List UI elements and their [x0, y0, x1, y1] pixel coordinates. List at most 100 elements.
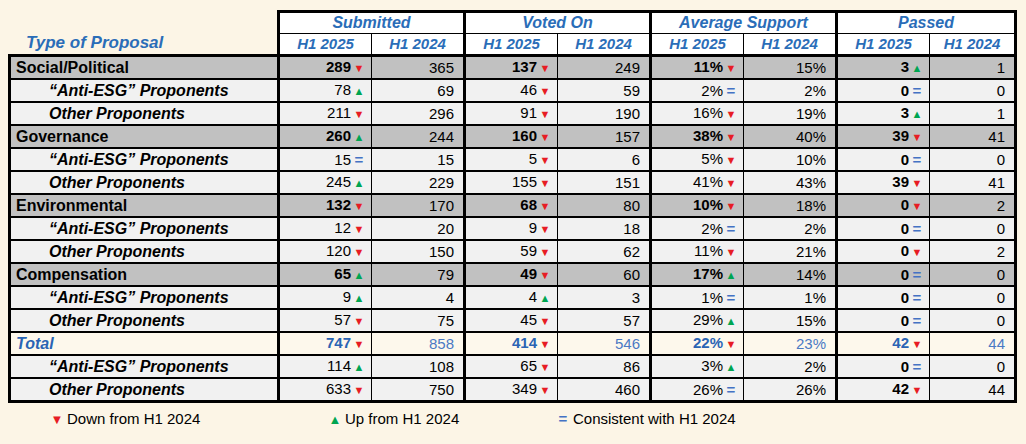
- subcol-passed-h1-2025: H1 2025: [837, 34, 930, 56]
- cell-value: 79: [437, 266, 454, 283]
- cell-value: 2%: [701, 220, 723, 237]
- legend-label: Down from H1 2024: [67, 410, 200, 427]
- cell-value: 414: [512, 334, 537, 351]
- corner-cell: [10, 12, 279, 34]
- cell-avg-support-h1-2024: 26%: [744, 378, 837, 402]
- cell-submitted-h1-2024: 108: [372, 355, 465, 378]
- cell-value: 2%: [701, 82, 723, 99]
- cell-avg-support-h1-2025: 10%▼: [651, 194, 744, 217]
- row-label: Total: [10, 332, 279, 355]
- cell-value: 0: [901, 266, 909, 283]
- down-arrow-icon: ▼: [47, 412, 67, 427]
- table-row: Social/Political289▼365137▼24911%▼15%3▲1: [10, 56, 1016, 80]
- cell-value: 42: [892, 334, 909, 351]
- cell-value: 4: [446, 289, 454, 306]
- cell-submitted-h1-2024: 69: [372, 79, 465, 102]
- cell-voted-on-h1-2025: 65▼: [465, 355, 558, 378]
- cell-avg-support-h1-2024: 2%: [744, 217, 837, 240]
- table-row: Compensation65▲7949▼6017%▲14%0=0: [10, 263, 1016, 286]
- cell-passed-h1-2024: 1: [930, 56, 1016, 80]
- down-arrow-icon: ▼: [351, 196, 367, 216]
- page: Type of Proposal Submitted Voted On Aver…: [0, 0, 1026, 444]
- down-arrow-icon: ▼: [723, 196, 739, 216]
- subcol-voted-on-h1-2025: H1 2025: [465, 34, 558, 56]
- table-row: “Anti-ESG” Proponents15=155▼65%▼10%0=0: [10, 148, 1016, 171]
- down-arrow-icon: ▼: [537, 150, 553, 170]
- down-arrow-icon: ▼: [351, 104, 367, 124]
- legend-item-down: ▼Down from H1 2024: [47, 410, 200, 427]
- cell-value: 0: [997, 358, 1005, 375]
- cell-avg-support-h1-2024: 18%: [744, 194, 837, 217]
- legend-label: Consistent with H1 2024: [573, 410, 736, 427]
- cell-avg-support-h1-2025: 2%=: [651, 79, 744, 102]
- cell-value: 1: [997, 105, 1005, 122]
- cell-value: 29%: [693, 311, 723, 328]
- cell-submitted-h1-2024: 15: [372, 148, 465, 171]
- down-arrow-icon: ▼: [351, 242, 367, 262]
- cell-submitted-h1-2024: 296: [372, 102, 465, 125]
- cell-submitted-h1-2024: 229: [372, 171, 465, 194]
- cell-passed-h1-2024: 0: [930, 309, 1016, 332]
- cell-submitted-h1-2025: 211▼: [279, 102, 372, 125]
- cell-avg-support-h1-2024: 14%: [744, 263, 837, 286]
- row-label: Other Proponents: [10, 240, 279, 263]
- equals-icon: =: [909, 311, 925, 331]
- down-arrow-icon: ▼: [351, 380, 367, 400]
- cell-avg-support-h1-2024: 1%: [744, 286, 837, 309]
- cell-value: 17%: [693, 265, 723, 282]
- up-arrow-icon: ▲: [909, 58, 925, 78]
- cell-value: 108: [429, 358, 454, 375]
- up-arrow-icon: ▲: [537, 288, 553, 308]
- legend-label: Up from H1 2024: [345, 410, 459, 427]
- cell-submitted-h1-2025: 57▼: [279, 309, 372, 332]
- cell-value: 26%: [796, 381, 826, 398]
- cell-value: 160: [512, 127, 537, 144]
- subcol-passed-h1-2024: H1 2024: [930, 34, 1016, 56]
- cell-value: 155: [512, 173, 537, 190]
- cell-avg-support-h1-2024: 2%: [744, 355, 837, 378]
- table-row: “Anti-ESG” Proponents114▲10865▼863%▲2%0=…: [10, 355, 1016, 378]
- row-label: Governance: [10, 125, 279, 148]
- row-label: Other Proponents: [10, 171, 279, 194]
- cell-voted-on-h1-2025: 59▼: [465, 240, 558, 263]
- row-label: Compensation: [10, 263, 279, 286]
- cell-value: 15: [334, 151, 351, 168]
- cell-value: 2: [997, 243, 1005, 260]
- cell-value: 11%: [694, 58, 723, 75]
- cell-value: 18: [623, 220, 640, 237]
- cell-submitted-h1-2024: 20: [372, 217, 465, 240]
- cell-passed-h1-2024: 2: [930, 194, 1016, 217]
- cell-value: 68: [520, 196, 537, 213]
- cell-submitted-h1-2024: 150: [372, 240, 465, 263]
- up-arrow-icon: ▲: [351, 357, 367, 377]
- cell-value: 59: [520, 242, 537, 259]
- equals-icon: =: [723, 288, 739, 308]
- cell-submitted-h1-2024: 170: [372, 194, 465, 217]
- cell-value: 65: [520, 357, 537, 374]
- cell-value: 296: [429, 105, 454, 122]
- cell-submitted-h1-2025: 65▲: [279, 263, 372, 286]
- cell-passed-h1-2024: 0: [930, 148, 1016, 171]
- cell-avg-support-h1-2024: 40%: [744, 125, 837, 148]
- cell-value: 747: [326, 334, 351, 351]
- up-arrow-icon: ▲: [723, 265, 739, 285]
- cell-value: 120: [326, 242, 351, 259]
- down-arrow-icon: ▼: [537, 380, 553, 400]
- column-group-voted-on: Voted On: [465, 12, 651, 34]
- equals-icon: =: [553, 410, 573, 427]
- row-label: Social/Political: [10, 56, 279, 80]
- cell-value: 18%: [796, 197, 826, 214]
- equals-icon: =: [909, 288, 925, 308]
- down-arrow-icon: ▼: [537, 334, 553, 354]
- table-body: Social/Political289▼365137▼24911%▼15%3▲1…: [10, 56, 1016, 402]
- cell-value: 75: [437, 312, 454, 329]
- cell-voted-on-h1-2024: 59: [558, 79, 651, 102]
- cell-voted-on-h1-2024: 86: [558, 355, 651, 378]
- cell-value: 750: [429, 381, 454, 398]
- down-arrow-icon: ▼: [723, 242, 739, 262]
- cell-value: 22%: [693, 334, 723, 351]
- cell-passed-h1-2025: 0▼: [837, 240, 930, 263]
- legend-item-consistent: =Consistent with H1 2024: [553, 410, 736, 427]
- cell-value: 546: [615, 335, 640, 352]
- up-arrow-icon: ▲: [325, 412, 345, 427]
